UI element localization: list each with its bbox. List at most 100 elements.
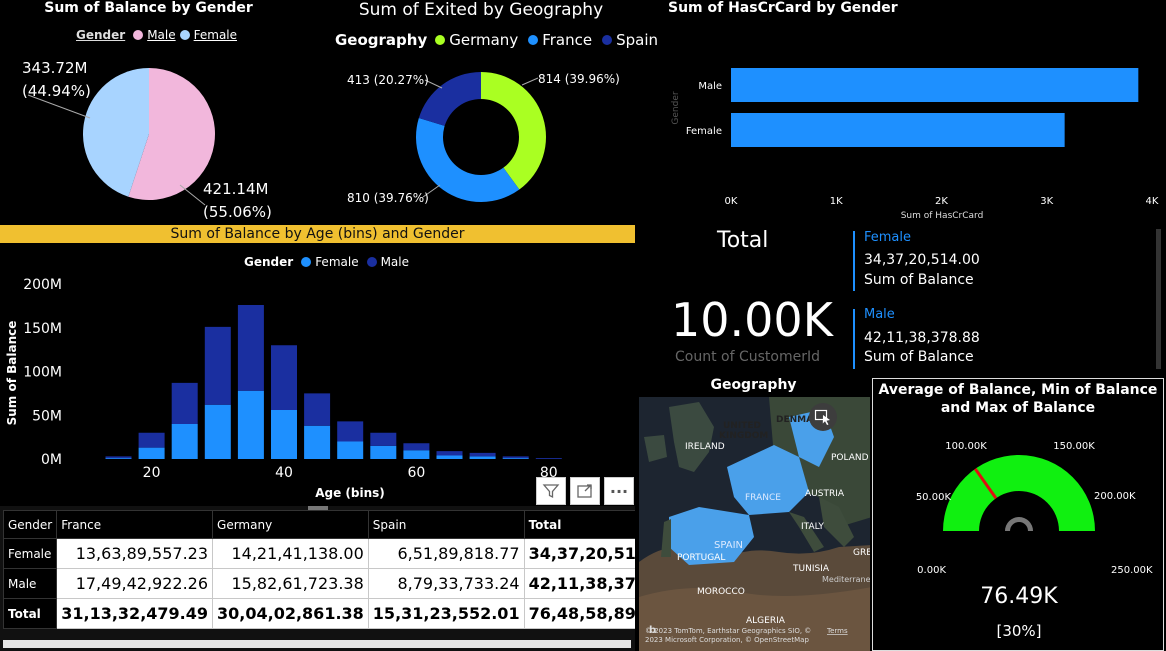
totals-card-panel[interactable]: Total 10.00K Count of CustomerId Female … [637, 225, 1166, 375]
pie-slice-male[interactable] [128, 68, 215, 200]
donut-geo-chart[interactable]: 814 (39.96%) 810 (39.76%) 413 (20.27%) [300, 0, 662, 222]
focus-mode-button[interactable] [570, 477, 600, 505]
hbar-male[interactable] [731, 68, 1139, 102]
more-options-button[interactable]: ··· [604, 477, 634, 505]
age-bar-female-75[interactable] [502, 458, 529, 459]
gauge-pct: [30%] [996, 622, 1041, 640]
age-bar-female-40[interactable] [271, 410, 297, 459]
pie-gender-chart[interactable]: 343.72M (44.94%) 421.14M (55.06%) [0, 0, 297, 222]
gauge-tick-0: 0.00K [917, 565, 946, 576]
hbar-card-panel[interactable]: Sum of HasCrCard by Gender Gender Sum of… [664, 0, 1166, 222]
age-bar-male-45[interactable] [304, 393, 331, 426]
matrix-header-total[interactable]: Total [523, 510, 635, 539]
age-bar-male-75[interactable] [502, 456, 529, 459]
row-header-male[interactable]: Male [2, 568, 58, 599]
age-bar-female-30[interactable] [204, 404, 231, 459]
map-label-greece: GREECE [853, 548, 870, 558]
donut-geo-title: Sum of Exited by Geography [358, 0, 604, 20]
age-bar-male-65[interactable] [436, 451, 463, 456]
age-bar-female-65[interactable] [436, 455, 463, 460]
age-column-chart[interactable]: Age (bins) Sum of Balance 0M 50M 100M 150M 2… [0, 225, 635, 505]
donut-label-germany: 814 (39.96%) [538, 72, 620, 86]
map-select-button[interactable] [809, 403, 837, 431]
hbar-xlabel: Sum of HasCrCard [901, 211, 984, 221]
table-row: Female 13,63,89,557.23 14,21,41,138.00 6… [2, 538, 635, 569]
age-bar-female-55[interactable] [370, 445, 397, 459]
map-label-uk-2: KINGDOM [719, 431, 768, 441]
legend-female[interactable]: Female [315, 255, 359, 269]
age-bar-female-25[interactable] [171, 424, 198, 459]
gauge-value: 76.49K [980, 584, 1058, 609]
pie-slices[interactable] [82, 68, 215, 200]
cell-female-total: 34,37,20,514.00 [523, 538, 635, 569]
geography-map-panel[interactable]: Geography DENMA UNITED KINGDOM IRELAND P… [637, 375, 870, 651]
gauge-panel[interactable]: Average of Balance, Min of Balance and M… [872, 378, 1164, 651]
legend-germany[interactable]: Germany [449, 31, 519, 49]
age-bar-female-60[interactable] [403, 450, 430, 459]
donut-slice-france[interactable] [416, 117, 520, 202]
age-bar-female-45[interactable] [304, 425, 331, 459]
age-bar-female-15[interactable] [105, 458, 132, 459]
map-label-portugal: PORTUGAL [677, 553, 725, 563]
pie-slice-female[interactable] [82, 68, 149, 197]
filter-button[interactable] [536, 477, 566, 505]
hbar-female[interactable] [731, 113, 1065, 147]
donut-slice-spain[interactable] [418, 72, 481, 126]
legend-male[interactable]: Male [147, 28, 176, 42]
age-bar-male-55[interactable] [370, 432, 397, 446]
age-bar-male-25[interactable] [171, 382, 198, 424]
age-bar-male-50[interactable] [337, 421, 364, 442]
card-divider-top [853, 231, 855, 291]
map-credit-2: 2023 Microsoft Corporation, © OpenStreet… [645, 636, 809, 644]
matrix-header-spain[interactable]: Spain [367, 510, 525, 539]
legend-title: Gender [244, 255, 294, 269]
matrix-panel[interactable]: Gender France Germany Spain Total Female… [0, 506, 635, 651]
age-bar-female-35[interactable] [237, 390, 264, 459]
age-bar-female-20[interactable] [138, 447, 165, 459]
row-header-female[interactable]: Female [2, 538, 58, 569]
age-chart-panel[interactable]: Sum of Balance by Age (bins) and Gender … [0, 225, 635, 505]
map-terms-link[interactable]: Terms [826, 627, 848, 635]
age-chart-legend: Gender Female Male [244, 255, 409, 269]
donut-slice-germany[interactable] [481, 72, 546, 190]
age-ytick-1: 50M [32, 408, 62, 424]
matrix-horizontal-scrollbar[interactable] [3, 640, 631, 648]
donut-slices[interactable] [416, 72, 546, 202]
age-bar-male-20[interactable] [138, 432, 165, 448]
card-female-name: Female [864, 230, 912, 245]
pie-gender-legend: Gender Male Female [76, 28, 237, 42]
cell-total-germany: 30,04,02,861.38 [212, 598, 369, 629]
age-bar-male-80[interactable] [535, 458, 562, 459]
row-header-total[interactable]: Total [2, 598, 58, 629]
gauge-tick-2: 100.00K [945, 441, 987, 452]
map-canvas[interactable]: DENMA UNITED KINGDOM IRELAND POLAND FRAN… [639, 397, 870, 651]
age-bar-male-30[interactable] [204, 326, 231, 405]
hbar-card-chart[interactable]: Gender Sum of HasCrCard Male Female 0K 1K 2K… [664, 0, 1166, 222]
matrix-header-germany[interactable]: Germany [212, 510, 369, 539]
age-bar-male-15[interactable] [105, 456, 132, 459]
age-bar-female-50[interactable] [337, 441, 364, 460]
age-ytick-2: 100M [23, 365, 62, 381]
card-scrollbar[interactable] [1156, 229, 1161, 369]
card-male-metric: Sum of Balance [864, 349, 974, 365]
map-label-poland: POLAND [831, 453, 869, 463]
pie-gender-panel[interactable]: Sum of Balance by Gender Gender Male Fem… [0, 0, 297, 222]
legend-male[interactable]: Male [380, 255, 410, 269]
table-row-total: Total 31,13,32,479.49 30,04,02,861.38 15… [2, 598, 635, 629]
matrix-header-france[interactable]: France [56, 510, 214, 539]
donut-geo-panel[interactable]: Sum of Exited by Geography Geography Ger… [300, 0, 662, 222]
age-bar-male-40[interactable] [271, 345, 297, 410]
legend-france[interactable]: France [542, 31, 593, 49]
age-xlabel: Age (bins) [315, 486, 385, 500]
age-bar-male-60[interactable] [403, 443, 430, 451]
card-heading: Total [717, 228, 769, 253]
age-bar-male-35[interactable] [237, 305, 264, 391]
matrix-header-gender[interactable]: Gender [2, 510, 58, 539]
gauge-chart[interactable]: 76.49K [30%] 0.00K 50.00K 100.00K 150.00K 20… [873, 379, 1164, 651]
legend-female[interactable]: Female [193, 28, 238, 42]
age-bar-male-70[interactable] [469, 452, 496, 457]
map-label-spain: SPAIN [714, 540, 743, 551]
card-female-metric: Sum of Balance [864, 272, 974, 288]
age-bar-female-70[interactable] [469, 456, 496, 459]
legend-spain[interactable]: Spain [616, 31, 659, 49]
